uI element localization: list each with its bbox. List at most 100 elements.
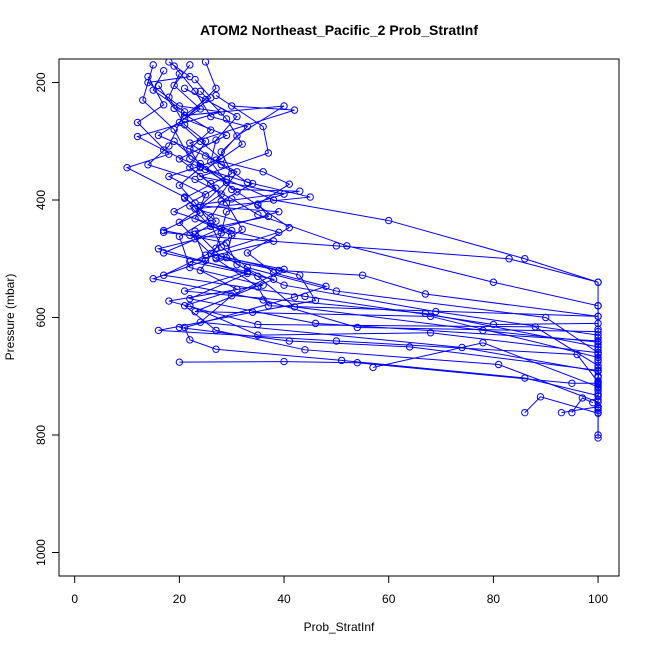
series-18 — [212, 253, 602, 321]
data-point — [521, 408, 529, 417]
data-point — [165, 172, 173, 181]
data-point — [207, 158, 215, 166]
data-point — [369, 363, 377, 372]
series-line — [184, 87, 599, 397]
data-point — [217, 190, 225, 198]
y-axis: 200 400 600 800 1000 — [34, 72, 59, 566]
data-point — [332, 337, 341, 345]
data-point — [594, 361, 602, 370]
data-point — [201, 251, 210, 259]
data-point — [594, 366, 602, 375]
y-tick-label: 800 — [34, 425, 48, 445]
data-point — [405, 343, 414, 351]
data-point — [594, 391, 602, 400]
data-point — [290, 106, 299, 114]
data-point — [301, 346, 309, 354]
data-point — [159, 271, 168, 279]
data-point — [186, 155, 194, 163]
data-point — [201, 95, 210, 104]
series-line — [524, 396, 599, 414]
data-point — [186, 257, 194, 266]
data-point — [238, 225, 246, 234]
data-point — [275, 266, 283, 275]
series-1 — [133, 59, 602, 442]
data-point — [154, 81, 163, 90]
data-point — [531, 323, 539, 331]
data-point — [264, 149, 273, 157]
data-point — [186, 163, 194, 172]
data-point — [594, 312, 602, 321]
data-point — [133, 118, 142, 127]
series-line — [167, 79, 599, 378]
x-axis: 0 20 40 60 80 100 — [71, 576, 608, 606]
data-point — [285, 337, 293, 345]
data-point — [196, 159, 205, 168]
data-point — [186, 231, 194, 239]
data-point — [594, 343, 602, 351]
data-point — [573, 350, 581, 359]
data-point — [489, 320, 498, 329]
data-point — [170, 104, 178, 113]
series-line — [163, 231, 599, 283]
data-point — [180, 111, 189, 120]
data-point — [594, 349, 602, 357]
data-point — [180, 287, 189, 295]
data-point — [149, 275, 157, 283]
data-point — [159, 146, 168, 154]
series-line — [189, 305, 599, 354]
series-2 — [139, 61, 602, 439]
series-line — [158, 105, 599, 407]
data-point — [353, 323, 362, 332]
data-point — [212, 91, 220, 100]
data-point — [217, 155, 225, 163]
series-line — [146, 70, 599, 409]
data-point — [578, 394, 587, 402]
y-axis-label: Pressure (mbar) — [3, 274, 17, 361]
data-point — [233, 112, 241, 121]
series-10 — [154, 81, 602, 389]
data-point — [311, 296, 320, 305]
data-point — [385, 216, 393, 225]
data-point — [259, 168, 267, 176]
data-point — [594, 403, 602, 411]
data-point — [212, 136, 220, 144]
series-22 — [369, 339, 602, 391]
data-point — [212, 156, 220, 164]
data-point — [275, 208, 283, 216]
data-point — [165, 150, 173, 158]
series-24 — [568, 394, 597, 417]
data-point — [290, 293, 299, 301]
data-point — [149, 61, 157, 69]
data-point — [426, 312, 435, 321]
data-point — [175, 358, 184, 366]
data-point — [228, 292, 236, 300]
data-point — [568, 379, 576, 387]
series-4 — [154, 69, 602, 404]
data-point — [186, 302, 194, 310]
data-point — [154, 131, 163, 140]
series-line — [158, 85, 599, 386]
data-point — [170, 208, 178, 216]
data-point — [594, 278, 602, 286]
data-point — [212, 253, 220, 262]
data-point — [186, 139, 194, 147]
data-point — [521, 255, 529, 263]
series-line — [161, 61, 599, 377]
data-point — [133, 132, 142, 141]
data-point — [212, 345, 220, 353]
data-point — [175, 323, 184, 332]
data-point — [191, 205, 199, 213]
data-point — [175, 232, 184, 241]
data-point — [217, 161, 225, 169]
data-point — [254, 331, 262, 339]
data-point — [594, 383, 602, 391]
data-point — [594, 319, 602, 328]
data-point — [568, 408, 576, 417]
data-point — [207, 213, 215, 222]
series-25 — [557, 403, 602, 417]
data-point — [589, 398, 597, 407]
series-16 — [170, 137, 602, 400]
data-point — [594, 338, 602, 346]
x-axis-label: Prob_StratInf — [304, 620, 375, 634]
